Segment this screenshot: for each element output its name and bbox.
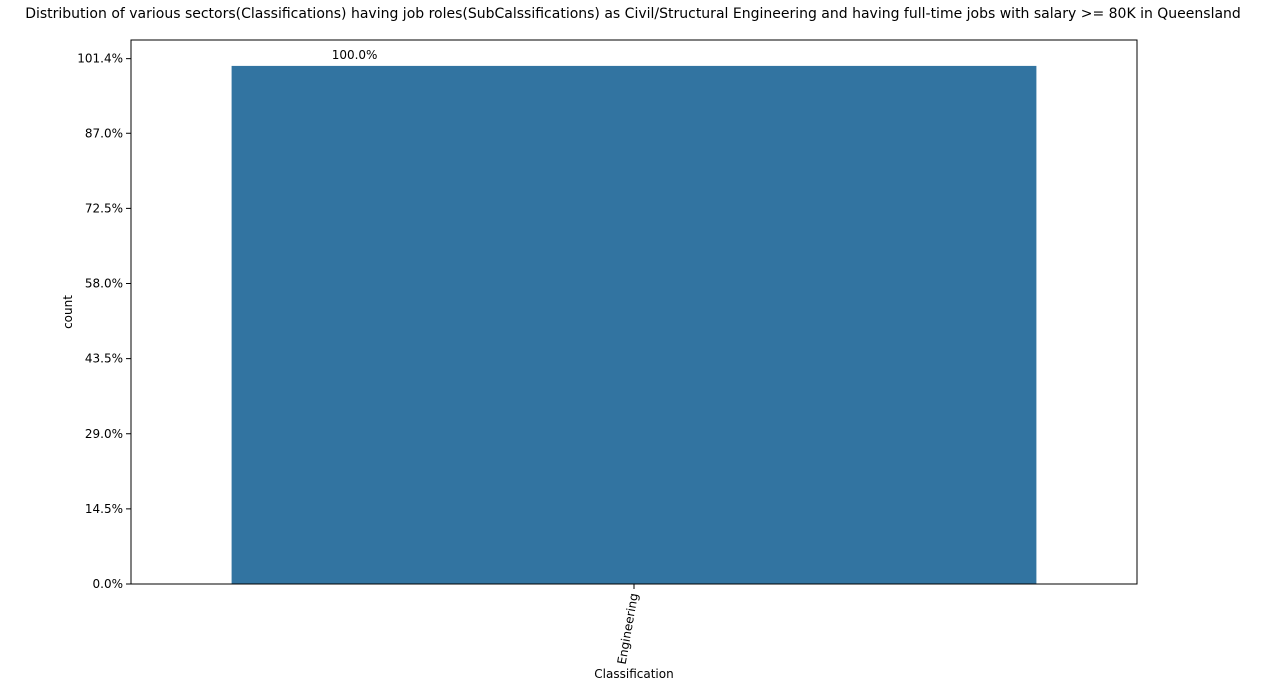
y-axis-label: count xyxy=(61,295,75,329)
y-tick-label: 101.4% xyxy=(77,52,123,66)
y-tick-label: 0.0% xyxy=(93,577,124,591)
plot-area: 100.0% Engineering 0.0% 14.5% 29.0% 43.5% 58.0… xyxy=(77,39,1138,665)
plot-frame xyxy=(130,39,1138,585)
bar-data-label: 100.0% xyxy=(332,48,378,62)
x-axis-label: Classification xyxy=(594,667,673,681)
y-tick-label: 72.5% xyxy=(85,201,123,215)
y-tick-label: 43.5% xyxy=(85,352,123,366)
y-tick-label: 14.5% xyxy=(85,502,123,516)
y-tick-label: 29.0% xyxy=(85,427,123,441)
y-tick-label: 58.0% xyxy=(85,277,123,291)
x-tick-label: Engineering xyxy=(615,592,641,665)
y-tick-label: 87.0% xyxy=(85,126,123,140)
bar xyxy=(231,65,1037,584)
chart-title: Distribution of various sectors(Classifi… xyxy=(25,6,1241,22)
